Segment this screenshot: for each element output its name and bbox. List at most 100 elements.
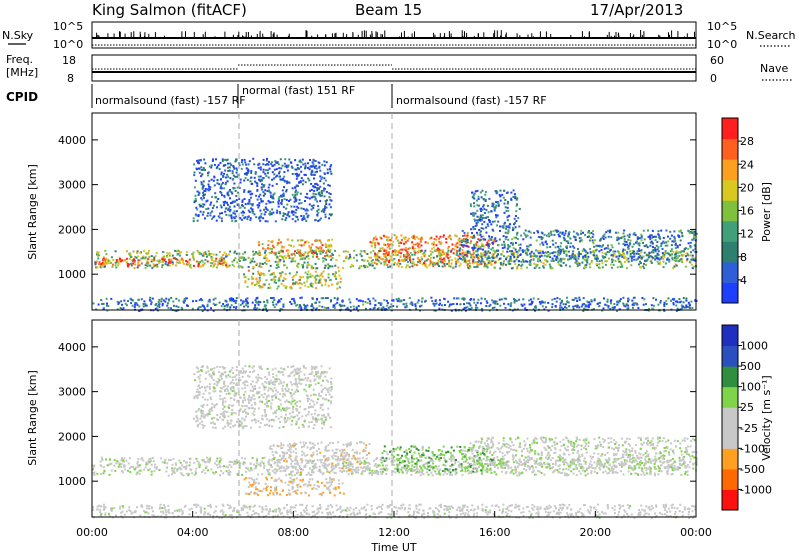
power-echo-cell (462, 244, 465, 247)
power-echo-cell (366, 253, 369, 255)
power-echo-cell (272, 246, 275, 249)
power-echo-cell (331, 252, 334, 255)
power-echo-cell (539, 236, 542, 239)
power-echo-cell (408, 266, 411, 269)
nsky-panel: N.Sky 10^5 10^0 10^5 10^0 N.Search (2, 20, 796, 51)
power-echo-cell (507, 200, 509, 203)
power-echo-cell (464, 259, 467, 262)
power-echo-cell (314, 282, 317, 285)
power-echo-cell (267, 160, 270, 163)
power-echo-cell (652, 246, 654, 249)
power-echo-cell (202, 205, 205, 208)
velocity-echo-cell (342, 464, 345, 467)
power-echo-cell (490, 223, 493, 226)
velocity-echo-cell (417, 460, 420, 463)
power-echo-cell (226, 191, 229, 194)
power-echo-cell (506, 256, 509, 259)
power-echo-cell (377, 251, 380, 254)
power-echo-cell (311, 305, 314, 308)
velocity-echo-cell (121, 457, 123, 460)
power-echo-cell (491, 255, 494, 258)
power-echo-cell (560, 258, 563, 261)
velocity-echo-cell (368, 472, 371, 475)
power-echo-cell (551, 252, 554, 255)
power-echo-cell (455, 260, 458, 263)
power-echo-cell (201, 213, 204, 216)
power-echo-cell (581, 250, 584, 253)
power-echo-cell (325, 200, 327, 203)
power-echo-cell (168, 264, 171, 267)
power-echo-cell (410, 301, 413, 304)
power-echo-cell (290, 285, 292, 288)
power-echo-cell (509, 257, 512, 260)
power-echo-cell (472, 249, 475, 252)
power-echo-cell (236, 175, 238, 178)
power-echo-cell (472, 226, 475, 229)
power-echo-cell (282, 206, 285, 209)
power-echo-cell (463, 231, 466, 234)
power-echo-cell (327, 306, 330, 309)
power-echo-cell (294, 194, 297, 197)
power-echo-cell (158, 259, 161, 262)
power-echo-cell (372, 297, 375, 300)
power-echo-cell (551, 239, 554, 242)
velocity-echo-cell (396, 463, 399, 466)
power-echo-cell (321, 275, 324, 278)
power-echo-cell (228, 297, 231, 300)
power-echo-cell (304, 209, 307, 212)
power-echo-cell (337, 266, 340, 269)
velocity-echo-cell (451, 457, 454, 460)
power-echo-cell (269, 201, 272, 204)
power-echo-cell (297, 282, 300, 285)
velocity-echo-cell (163, 460, 166, 462)
power-echo-cell (379, 257, 382, 260)
power-echo-cell (314, 160, 317, 162)
power-echo-cell (301, 263, 304, 266)
nsearch-tick-high: 10^5 (707, 20, 737, 33)
power-echo-cell (256, 182, 259, 185)
power-echo-cell (242, 205, 245, 208)
power-echo-cell (465, 261, 468, 264)
power-echo-cell (484, 198, 487, 201)
power-echo-cell (327, 184, 330, 187)
power-echo-cell (675, 255, 678, 258)
power-echo-cell (616, 266, 619, 269)
velocity-echo-cell (154, 463, 156, 466)
power-echo-cell (322, 189, 325, 192)
velocity-echo-cell (293, 474, 296, 477)
power-echo-cell (294, 215, 297, 218)
power-echo-cell (250, 170, 253, 173)
power-echo-cell (262, 177, 265, 179)
power-echo-cell (500, 298, 503, 301)
power-echo-cell (290, 253, 293, 256)
power-echo-cell (142, 255, 145, 258)
power-echo-cell (498, 238, 501, 241)
power-echo-cell (234, 220, 237, 223)
power-echo-cell (213, 264, 216, 267)
power-echo-cell (493, 206, 496, 209)
power-echo-cell (189, 263, 192, 266)
power-echo-cell (287, 255, 290, 258)
velocity-echo-cell (117, 461, 120, 464)
power-echo-cell (433, 261, 436, 264)
power-echo-cell (538, 266, 541, 269)
velocity-echo-cell (481, 467, 484, 470)
power-echo-cell (536, 260, 539, 263)
power-echo-cell (269, 273, 272, 276)
power-echo-cell (261, 243, 264, 246)
power-echo-cell (510, 260, 513, 262)
power-echo-cell (360, 265, 363, 268)
power-echo-cell (576, 265, 579, 267)
power-echo-cell (530, 302, 533, 305)
power-echo-cell (263, 305, 266, 308)
power-echo-cell (384, 243, 387, 246)
power-echo-cell (188, 258, 191, 261)
power-echo-cell (491, 202, 494, 205)
power-echo-cell (662, 240, 665, 243)
velocity-echo-cell (343, 461, 346, 463)
power-echo-cell (497, 202, 500, 204)
power-echo-cell (374, 246, 377, 249)
power-echo-cell (287, 200, 290, 202)
power-echo-cell (210, 166, 213, 169)
power-echo-cell (693, 244, 696, 247)
